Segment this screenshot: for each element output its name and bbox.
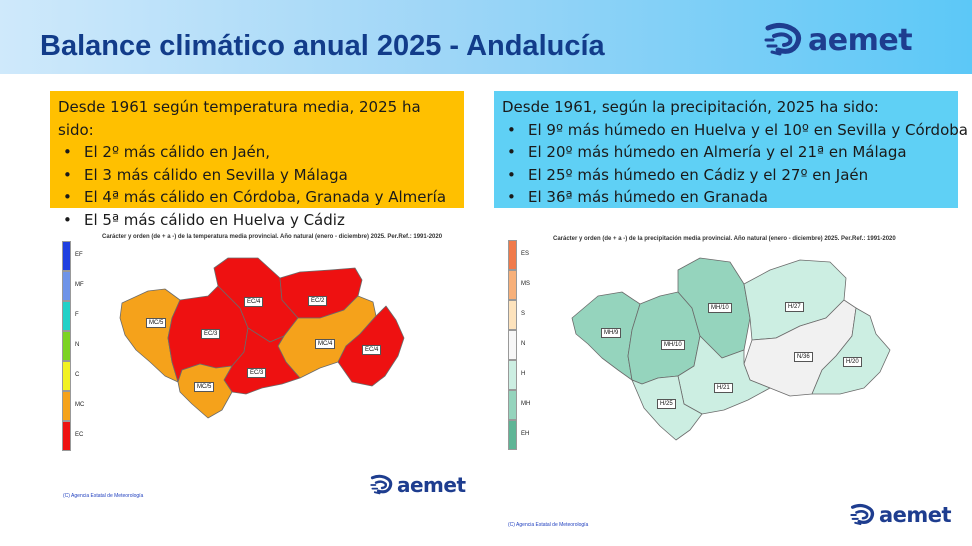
temperature-map-title: Carácter y orden (de + a -) de la temper… [102, 234, 443, 240]
precipitation-summary-intro: Desde 1961, según la precipitación, 2025… [502, 98, 879, 116]
list-item: El 2º más cálido en Jaén, [58, 141, 456, 164]
legend-item-h: H [508, 360, 525, 390]
temperature-summary-intro: Desde 1961 según temperatura media, 2025… [58, 98, 421, 139]
province-label-jaen: H/27 [785, 302, 804, 312]
aemet-logo-footer: aemet [850, 502, 952, 528]
list-item: El 36ª más húmedo en Granada [502, 186, 950, 209]
legend-item-es: ES [508, 240, 529, 270]
legend-label: EC [75, 432, 84, 438]
logo-text: aemet [879, 503, 952, 527]
province-label-sevilla: EC/3 [201, 329, 221, 339]
legend-item-ef: EF [62, 241, 83, 271]
province-label-malaga: H/21 [714, 383, 733, 393]
province-label-cordoba: MH/10 [708, 303, 732, 313]
province-label-granada: N/36 [794, 352, 813, 362]
aemet-swirl-icon [850, 503, 875, 526]
province-label-huelva: MC/5 [146, 318, 167, 328]
legend-item-eh: EH [508, 420, 529, 450]
legend-label: MC [75, 402, 85, 408]
logo-text: aemet [808, 22, 913, 58]
legend-label: H [521, 371, 526, 377]
aemet-logo: aemet [764, 20, 913, 60]
precipitation-map-credit: (C) Agencia Estatal de Meteorología [508, 522, 589, 528]
legend-label: S [521, 311, 526, 317]
legend-label: N [521, 341, 526, 347]
list-item: El 5ª más cálido en Huelva y Cádiz [58, 209, 456, 232]
legend-label: EH [521, 431, 530, 437]
legend-label: N [75, 342, 80, 348]
header-band [0, 0, 972, 74]
precipitation-map-legend: ES MS S N H MH EH [508, 240, 530, 450]
province-malaga [223, 327, 301, 395]
temperature-summary-list: El 2º más cálido en Jaén, El 3 más cálid… [58, 141, 456, 231]
province-label-sevilla: MH/10 [661, 340, 685, 350]
province-label-granada: MC/4 [315, 339, 336, 349]
aemet-swirl-icon [370, 474, 393, 495]
legend-item-c: C [62, 361, 79, 391]
legend-item-ec: EC [62, 421, 83, 451]
precipitation-summary-box: Desde 1961, según la precipitación, 2025… [494, 91, 968, 209]
legend-label: F [75, 312, 79, 318]
aemet-logo-temperature-map: aemet [370, 473, 466, 497]
temperature-summary-box: Desde 1961 según temperatura media, 2025… [50, 91, 464, 231]
precipitation-summary-list: El 9º más húmedo en Huelva y el 10º en S… [502, 119, 968, 209]
legend-item-f: F [62, 301, 79, 331]
legend-item-mc: MC [62, 391, 84, 421]
legend-item-mf: MF [62, 271, 84, 301]
page-title: Balance climático anual 2025 - Andalucía [40, 30, 605, 62]
legend-label: MH [521, 401, 531, 407]
legend-label: EF [75, 252, 83, 258]
province-label-almeria: EC/4 [362, 345, 382, 355]
province-label-cadiz: MC/5 [194, 382, 215, 392]
list-item: El 25º más húmedo en Cádiz y el 27º en J… [502, 164, 950, 187]
list-item: El 9º más húmedo en Huelva y el 10º en S… [502, 119, 968, 142]
list-item: El 4ª más cálido en Córdoba, Granada y A… [58, 186, 456, 209]
province-label-malaga: EC/3 [247, 368, 267, 378]
legend-label: ES [521, 251, 530, 257]
province-almeria [811, 307, 891, 395]
legend-label: MF [75, 282, 84, 288]
province-label-cordoba: EC/4 [244, 297, 264, 307]
province-label-cadiz: H/25 [657, 399, 676, 409]
legend-label: MS [521, 281, 530, 287]
temperature-map-legend: EF MF F N C MC EC [62, 241, 84, 451]
province-label-huelva: MH/9 [601, 328, 622, 338]
legend-item-n: N [62, 331, 79, 361]
province-label-almeria: H/20 [843, 357, 862, 367]
list-item: El 20º más húmedo en Almería y el 21ª en… [502, 141, 950, 164]
legend-label: C [75, 372, 80, 378]
legend-item-ms: MS [508, 270, 530, 300]
list-item: El 3 más cálido en Sevilla y Málaga [58, 164, 456, 187]
aemet-swirl-icon [764, 22, 802, 56]
logo-text: aemet [397, 473, 466, 497]
precipitation-map-title: Carácter y orden (de + a -) de la precip… [553, 236, 896, 242]
province-label-jaen: EC/2 [308, 296, 328, 306]
temperature-map-credit: (C) Agencia Estatal de Meteorología [63, 493, 144, 499]
legend-item-n: N [508, 330, 525, 360]
legend-item-mh: MH [508, 390, 530, 420]
legend-item-s: S [508, 300, 525, 330]
